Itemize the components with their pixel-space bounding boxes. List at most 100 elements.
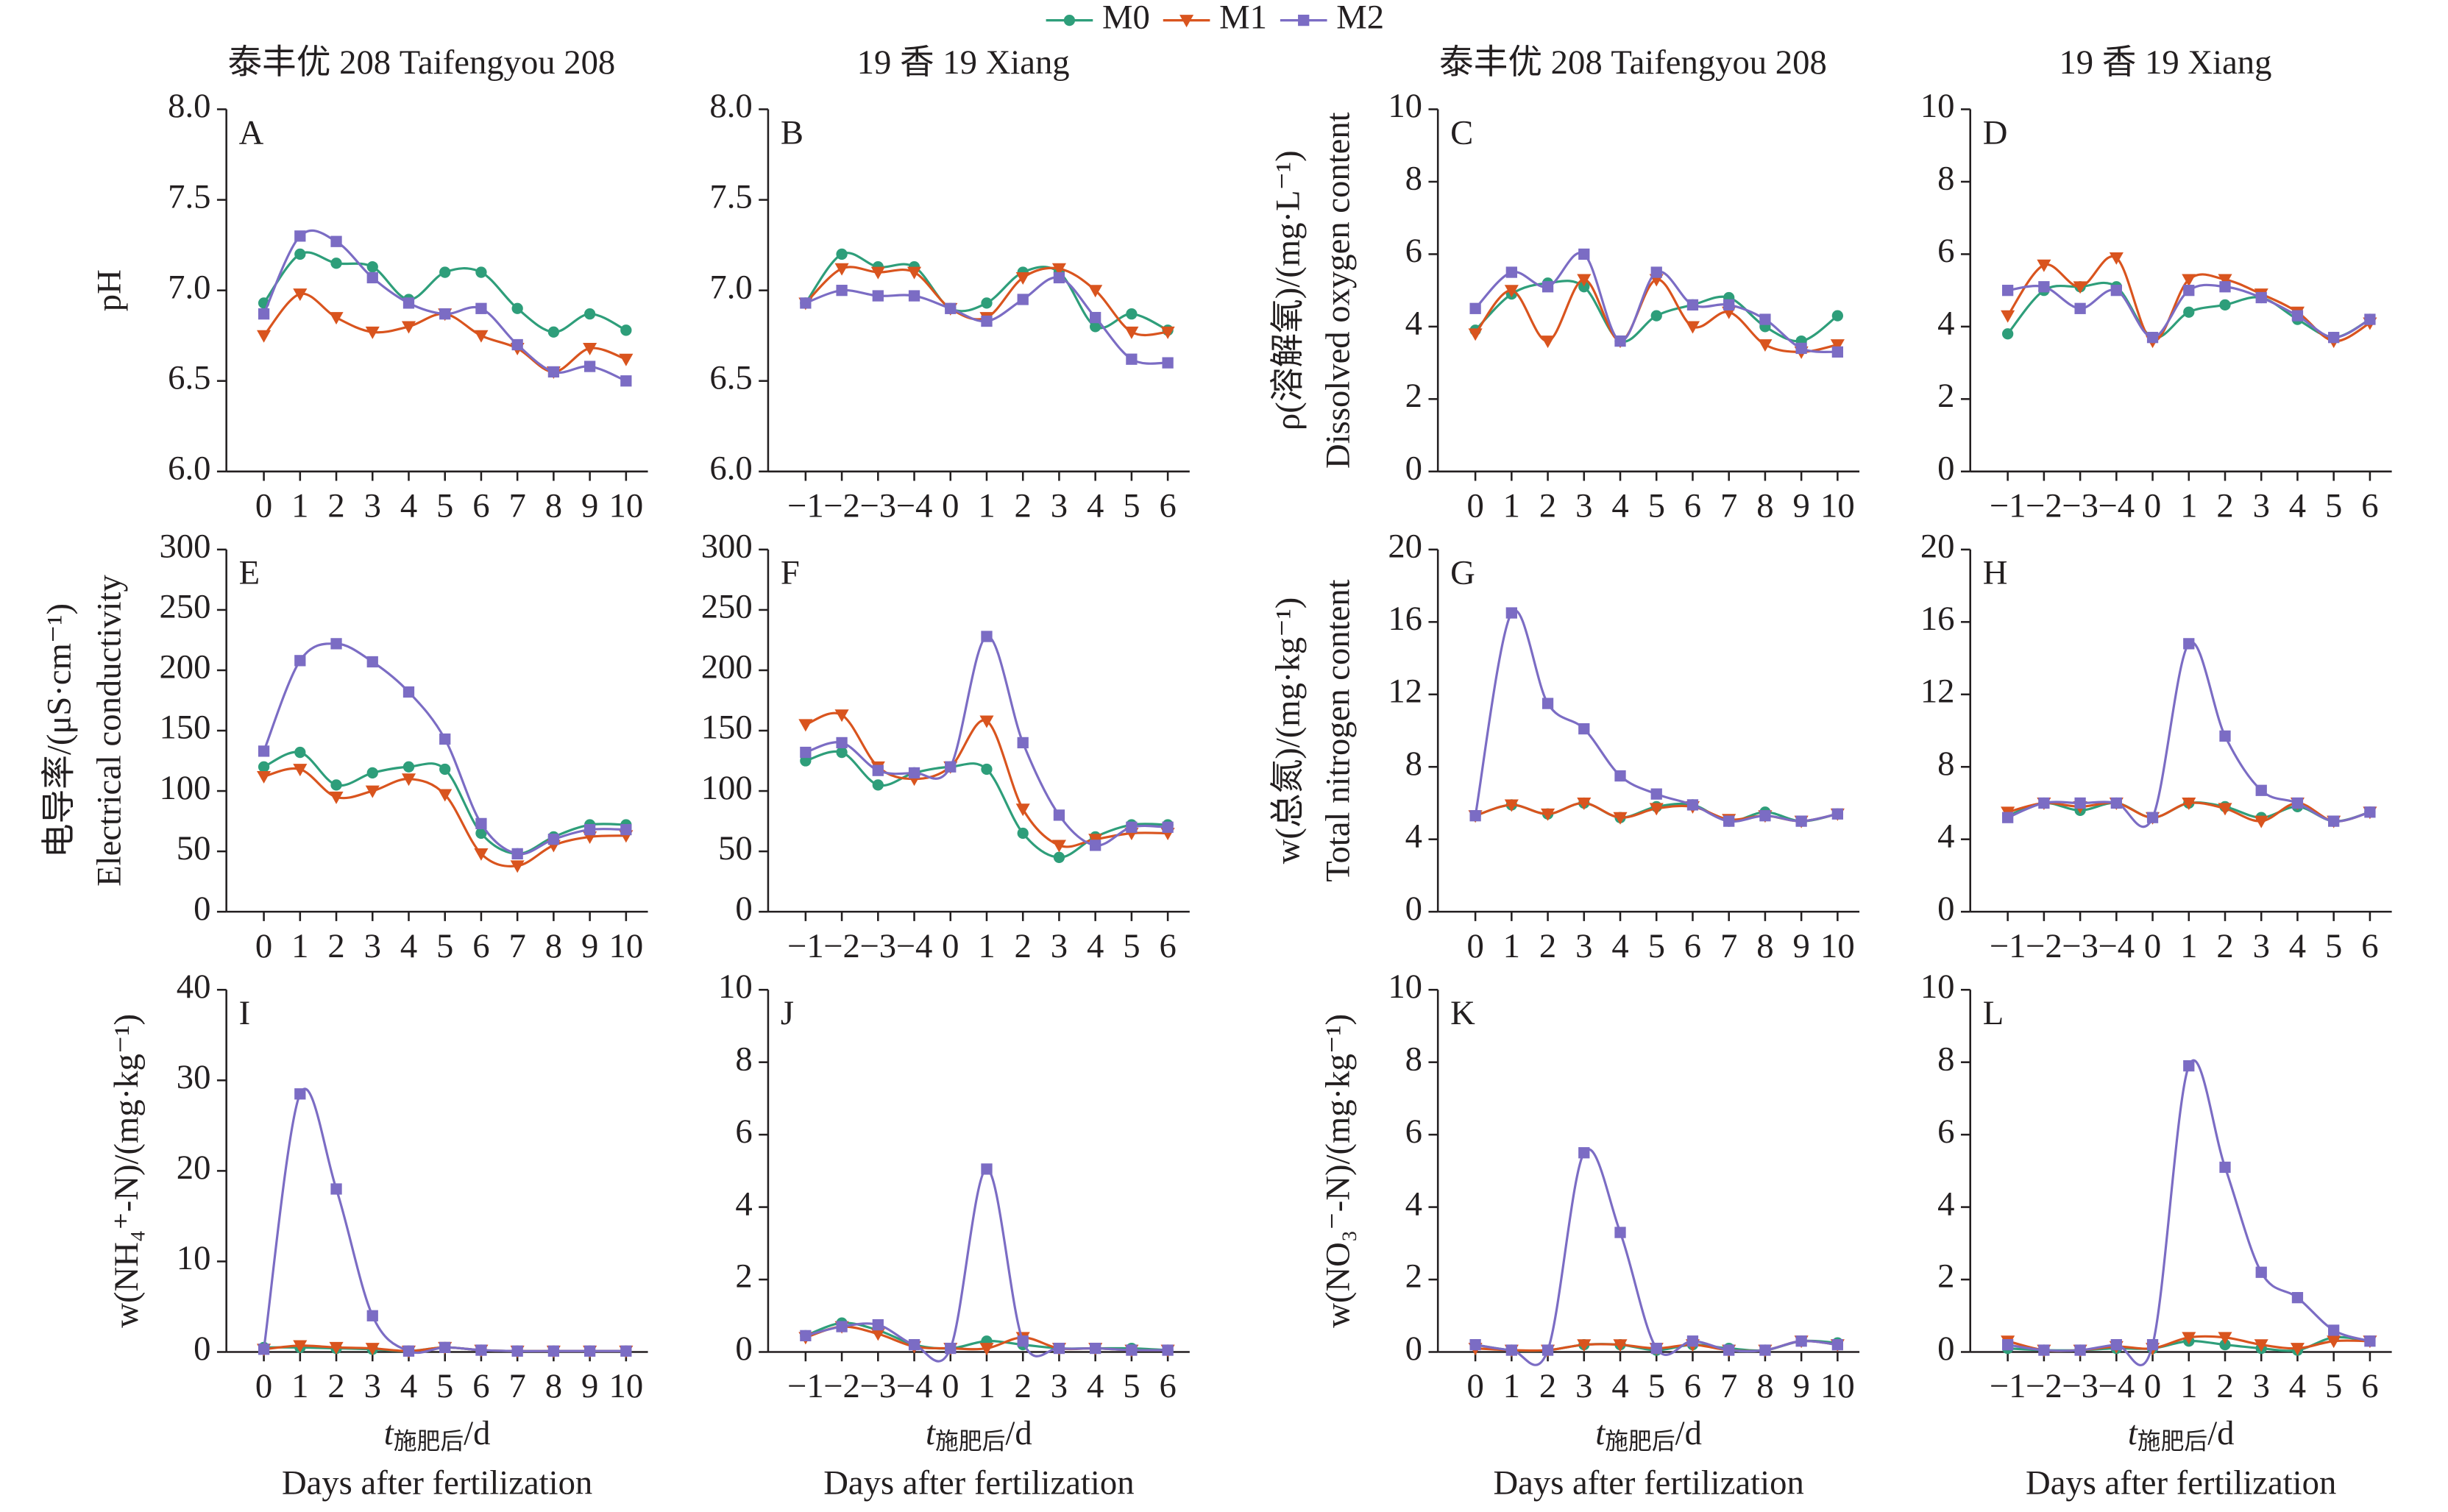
x-tick-label: 7 bbox=[509, 927, 526, 965]
marker bbox=[979, 715, 994, 728]
marker bbox=[1650, 788, 1662, 800]
marker bbox=[2218, 274, 2232, 287]
y-tick-label: 4 bbox=[1937, 305, 1954, 343]
x-tick-label: 10 bbox=[1820, 1367, 1855, 1405]
panel: 19 香 19 Xiang B 6.0 6.5 7.0 7.5 8.0 −1 −2 −3 −4 0 1 2… bbox=[709, 43, 1190, 525]
x-tick-label: −1 bbox=[787, 486, 824, 525]
marker bbox=[1017, 827, 1029, 840]
marker bbox=[1053, 851, 1065, 863]
x-tick-label: 10 bbox=[1820, 486, 1855, 525]
x-tick-label: 3 bbox=[2253, 486, 2270, 525]
y-tick-label: 10 bbox=[1920, 968, 1955, 1006]
x-tick-label: 5 bbox=[2325, 1367, 2342, 1405]
y-tick-label: 7.5 bbox=[709, 177, 752, 216]
panel-letter: E bbox=[239, 554, 260, 592]
marker bbox=[2109, 252, 2124, 265]
y-tick-label: 8 bbox=[1405, 160, 1422, 198]
x-tick-label: 0 bbox=[1466, 927, 1483, 965]
marker bbox=[2364, 313, 2376, 325]
marker bbox=[2218, 803, 2232, 816]
marker bbox=[1505, 1344, 1517, 1356]
marker bbox=[1650, 310, 1662, 322]
marker bbox=[1577, 798, 1592, 811]
y-tick-label: 2 bbox=[1937, 1257, 1954, 1296]
marker bbox=[1162, 357, 1174, 369]
panel-letter: I bbox=[239, 994, 251, 1032]
marker bbox=[402, 1345, 415, 1357]
y-tick-label: 50 bbox=[177, 829, 211, 867]
marker bbox=[330, 235, 342, 247]
x-tick-label: −3 bbox=[859, 486, 896, 525]
x-tick-label: 10 bbox=[1820, 927, 1855, 965]
x-tick-label: 6 bbox=[1684, 927, 1701, 965]
marker bbox=[366, 271, 378, 284]
y-tick-label: 4 bbox=[1405, 305, 1422, 343]
series-line bbox=[2007, 283, 2371, 339]
marker bbox=[979, 1343, 994, 1356]
marker bbox=[1686, 1335, 1699, 1347]
y-tick-label: 6.0 bbox=[168, 450, 210, 488]
y-tick-label: 0 bbox=[1937, 450, 1954, 488]
y-tick-label: 4 bbox=[735, 1185, 752, 1223]
series-line bbox=[1475, 1148, 1838, 1366]
y-tick-label: 2 bbox=[735, 1257, 752, 1296]
marker bbox=[620, 823, 632, 836]
marker bbox=[583, 823, 596, 836]
marker bbox=[1015, 803, 1030, 817]
marker bbox=[1090, 321, 1101, 333]
y-tick-label: 20 bbox=[1920, 528, 1955, 566]
marker bbox=[2254, 815, 2268, 828]
x-tick-label: 4 bbox=[400, 927, 417, 965]
marker bbox=[475, 302, 487, 314]
y-tick-label: 16 bbox=[1920, 600, 1955, 638]
marker bbox=[1162, 821, 1174, 833]
marker bbox=[2183, 285, 2195, 297]
marker bbox=[511, 1345, 523, 1357]
marker bbox=[1758, 339, 1773, 352]
x-axis-label-en: Days after fertilization bbox=[823, 1464, 1134, 1502]
x-tick-label: 8 bbox=[545, 927, 562, 965]
marker bbox=[2219, 281, 2231, 293]
marker bbox=[1650, 266, 1662, 278]
marker bbox=[1063, 14, 1076, 26]
x-tick-label: −1 bbox=[1990, 486, 2026, 525]
marker bbox=[2073, 281, 2087, 294]
marker bbox=[329, 791, 344, 804]
marker bbox=[1505, 266, 1517, 278]
marker bbox=[366, 656, 378, 668]
marker bbox=[257, 330, 272, 343]
x-tick-label: 0 bbox=[2144, 927, 2161, 965]
marker bbox=[1015, 272, 1030, 285]
x-tick-label: 9 bbox=[581, 927, 598, 965]
marker bbox=[293, 288, 308, 302]
x-tick-label: 7 bbox=[1720, 486, 1737, 525]
x-tick-label: −2 bbox=[823, 1367, 860, 1405]
y-tick-label: 4 bbox=[1937, 1185, 1954, 1223]
x-tick-label: 4 bbox=[1611, 927, 1628, 965]
marker bbox=[872, 779, 884, 791]
marker bbox=[836, 746, 848, 759]
marker bbox=[800, 755, 812, 767]
x-tick-label: 6 bbox=[1684, 486, 1701, 525]
y-tick-label: 0 bbox=[1405, 1330, 1422, 1368]
marker bbox=[1577, 274, 1592, 287]
marker bbox=[2074, 1344, 2086, 1356]
y-tick-label: 100 bbox=[159, 769, 210, 807]
y-axis-label: ρ(溶解氧)/(mg·L⁻¹) bbox=[1269, 150, 1307, 430]
marker bbox=[1162, 1344, 1174, 1356]
y-tick-label: 4 bbox=[1405, 1185, 1422, 1223]
marker bbox=[2110, 797, 2122, 809]
x-tick-label: 9 bbox=[581, 486, 598, 525]
marker bbox=[1469, 810, 1481, 822]
y-tick-label: 6 bbox=[1937, 1112, 1954, 1151]
x-tick-label: 3 bbox=[1051, 486, 1068, 525]
marker bbox=[2291, 310, 2304, 322]
marker bbox=[547, 834, 560, 845]
y-tick-label: 4 bbox=[1937, 817, 1954, 855]
y-tick-label: 6.0 bbox=[709, 450, 752, 488]
x-tick-label: 7 bbox=[509, 486, 526, 525]
series-line bbox=[263, 229, 627, 383]
marker bbox=[258, 308, 270, 320]
